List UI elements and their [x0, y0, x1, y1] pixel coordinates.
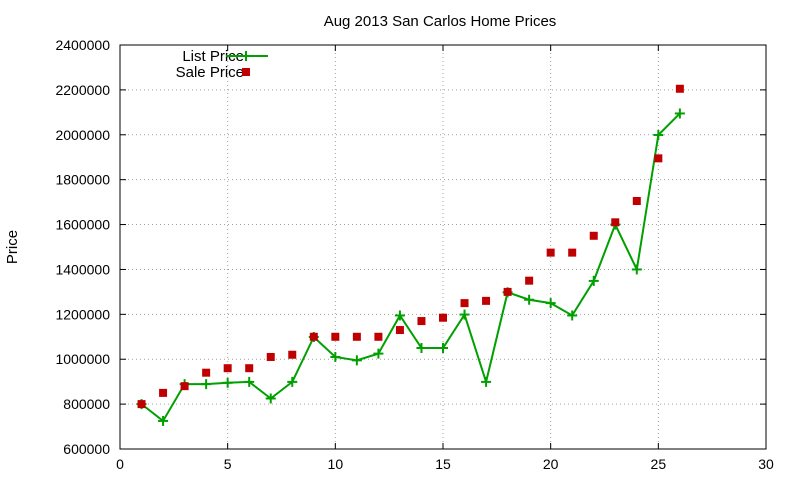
x-tick-label: 10	[328, 456, 344, 472]
legend-plus-marker	[241, 51, 251, 61]
list-price-point	[158, 415, 169, 426]
list-price-point	[351, 355, 362, 366]
sale-price-point	[180, 382, 189, 391]
sale-price-point	[482, 296, 491, 305]
sale-price-point	[503, 287, 512, 296]
y-tick-label: 1200000	[55, 306, 110, 322]
legend-square-marker	[242, 68, 250, 76]
sale-price-point	[439, 313, 447, 322]
y-tick-label: 2200000	[55, 82, 110, 98]
sale-price-point	[352, 332, 361, 341]
chart-title: Aug 2013 San Carlos Home Prices	[324, 13, 557, 30]
legend-label: List Price	[182, 48, 244, 65]
sale-price-point	[266, 352, 275, 361]
legend-item: Sale Price	[176, 64, 250, 81]
series-layer	[136, 84, 685, 426]
list-price-point	[459, 309, 470, 320]
y-tick-label: 1600000	[55, 217, 110, 233]
sale-price-point	[460, 299, 469, 308]
x-tick-label: 30	[758, 456, 774, 472]
y-tick-label: 2000000	[55, 127, 110, 143]
sale-price-point	[331, 332, 340, 341]
list-price-point	[567, 310, 578, 321]
sale-price-point	[374, 332, 383, 341]
x-tick-label: 25	[651, 456, 667, 472]
list-price-point	[588, 275, 599, 286]
x-tick-label: 15	[435, 456, 451, 472]
sale-price-point	[223, 364, 232, 373]
list-price-point	[674, 108, 685, 119]
sale-price-point	[288, 350, 297, 359]
sale-price-point	[525, 276, 534, 285]
list-price-point	[481, 376, 492, 387]
sale-price-point	[589, 231, 598, 240]
list-price-point	[545, 298, 556, 309]
list-price-point	[201, 379, 212, 390]
list-price-point	[265, 393, 276, 404]
sale-price-point	[395, 326, 404, 335]
grid	[120, 45, 766, 449]
sale-price-point	[568, 248, 577, 257]
sale-price-point	[632, 196, 641, 205]
y-tick-label: 1000000	[55, 351, 110, 367]
list-price-point	[373, 348, 384, 359]
sale-price-point	[245, 364, 254, 373]
list-price-point	[394, 310, 405, 321]
list-price-point	[222, 377, 233, 388]
legend-item: List Price	[182, 48, 268, 65]
sale-price-point	[546, 248, 555, 257]
sale-price-point	[675, 84, 684, 93]
list-price-point	[524, 294, 535, 305]
axis-ticks: 0 5 10 15 20 25 30 600000 800000 1000000 1200000 14…	[55, 37, 774, 472]
sale-price-point	[417, 317, 426, 326]
list-price-point	[330, 351, 341, 362]
sale-price-point	[202, 368, 211, 377]
list-price-point	[416, 343, 427, 353]
y-tick-label: 2400000	[55, 37, 110, 53]
list-price-point	[653, 130, 664, 141]
y-tick-label: 1800000	[55, 172, 110, 188]
x-tick-label: 0	[116, 456, 124, 472]
legend-label: Sale Price	[176, 64, 244, 81]
sale-price-point	[611, 218, 620, 227]
sale-price-point	[309, 332, 318, 341]
y-axis-label: Price	[4, 230, 21, 264]
sale-price-point	[159, 388, 168, 397]
y-tick-label: 800000	[63, 396, 110, 412]
sale-price-point	[654, 154, 663, 163]
x-tick-label: 5	[224, 456, 232, 472]
list-price-point	[631, 264, 642, 275]
list-price-point	[287, 376, 298, 387]
x-tick-label: 20	[543, 456, 559, 472]
y-tick-label: 600000	[63, 441, 110, 457]
list-price-point	[244, 376, 255, 387]
list-price-line	[140, 112, 681, 423]
y-tick-label: 1400000	[55, 261, 110, 277]
sale-price-point	[137, 400, 146, 409]
list-price-point	[438, 343, 448, 353]
